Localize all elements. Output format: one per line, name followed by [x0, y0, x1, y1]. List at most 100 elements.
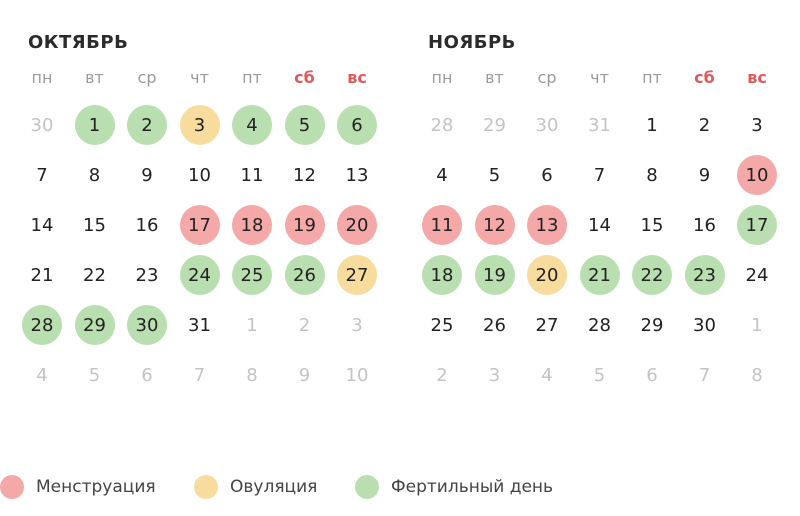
- weekday-label: сб: [294, 68, 315, 87]
- calendar-day[interactable]: 2: [698, 114, 711, 136]
- calendar-day[interactable]: 8: [88, 164, 101, 186]
- calendar-day[interactable]: 23: [135, 264, 159, 286]
- calendar-day-other-month[interactable]: 6: [141, 364, 153, 386]
- calendar-day[interactable]: 16: [693, 214, 716, 236]
- legend-label: Овуляция: [230, 477, 318, 497]
- calendar-day[interactable]: 24: [179, 255, 220, 295]
- legend-item-ovulation: Овуляция: [194, 475, 317, 499]
- calendar-day[interactable]: 7: [593, 164, 606, 186]
- calendar-day-other-month[interactable]: 5: [88, 364, 101, 386]
- calendar-day[interactable]: 6: [337, 105, 377, 145]
- calendar-day-other-month[interactable]: 3: [351, 314, 363, 336]
- calendar-day[interactable]: 26: [284, 255, 325, 295]
- calendar-day[interactable]: 6: [541, 164, 553, 186]
- calendar-day[interactable]: 21: [579, 255, 620, 295]
- calendar-day-other-month[interactable]: 7: [698, 364, 711, 386]
- calendar-day[interactable]: 5: [284, 105, 325, 145]
- weekday-label: пт: [642, 68, 662, 87]
- calendar-day[interactable]: 22: [83, 264, 106, 286]
- calendar-day[interactable]: 2: [127, 105, 167, 145]
- calendar-day[interactable]: 5: [488, 164, 501, 186]
- calendar-day-other-month[interactable]: 28: [430, 114, 454, 136]
- calendar-day[interactable]: 3: [179, 105, 220, 145]
- ovulation-dot-icon: [194, 475, 218, 499]
- calendar-day-other-month[interactable]: 29: [483, 114, 506, 136]
- calendar-day[interactable]: 30: [693, 314, 716, 336]
- calendar-day[interactable]: 1: [646, 114, 658, 136]
- calendar-day[interactable]: 19: [284, 205, 325, 245]
- calendar-day[interactable]: 1: [74, 105, 115, 145]
- calendar-day[interactable]: 8: [646, 164, 658, 186]
- calendar-day-other-month[interactable]: 4: [36, 364, 48, 386]
- calendar-day-other-month[interactable]: 5: [593, 364, 606, 386]
- calendar-day[interactable]: 4: [232, 105, 272, 145]
- calendar-day[interactable]: 13: [345, 164, 369, 186]
- calendar-day-other-month[interactable]: 2: [436, 364, 448, 386]
- calendar-day[interactable]: 18: [232, 205, 272, 245]
- calendar-day[interactable]: 9: [698, 164, 711, 186]
- calendar-day-other-month[interactable]: 30: [30, 114, 54, 136]
- calendar-day[interactable]: 22: [632, 255, 672, 295]
- calendar-day[interactable]: 29: [640, 314, 664, 336]
- fertile-dot-icon: [355, 475, 379, 499]
- calendar-day-other-month[interactable]: 4: [541, 364, 553, 386]
- calendar-day[interactable]: 29: [74, 305, 115, 345]
- calendar-day[interactable]: 24: [745, 264, 769, 286]
- calendar-day[interactable]: 28: [22, 305, 62, 345]
- calendar-day-other-month[interactable]: 7: [193, 364, 206, 386]
- calendar-day[interactable]: 26: [483, 314, 506, 336]
- legend-label: Менструация: [36, 477, 156, 497]
- calendar-day-other-month[interactable]: 3: [488, 364, 501, 386]
- calendar-day[interactable]: 27: [337, 255, 377, 295]
- weekday-label: вс: [747, 68, 767, 87]
- calendar-day[interactable]: 11: [422, 205, 462, 245]
- calendar-day[interactable]: 12: [293, 164, 316, 186]
- calendar-day[interactable]: 14: [588, 214, 611, 236]
- calendar-day[interactable]: 20: [527, 255, 567, 295]
- calendar-day-other-month[interactable]: 1: [751, 314, 763, 336]
- calendar-day-other-month[interactable]: 1: [246, 314, 258, 336]
- calendar-day[interactable]: 12: [474, 205, 515, 245]
- legend-item-fertile: Фертильный день: [355, 475, 553, 499]
- calendar-day[interactable]: 21: [30, 264, 54, 286]
- calendar-day[interactable]: 28: [588, 314, 611, 336]
- calendar-day-other-month[interactable]: 9: [298, 364, 311, 386]
- calendar-day-other-month[interactable]: 8: [751, 364, 763, 386]
- calendar-day[interactable]: 31: [188, 314, 211, 336]
- calendar-day[interactable]: 10: [188, 164, 211, 186]
- calendar-day[interactable]: 17: [179, 205, 220, 245]
- calendar-day[interactable]: 18: [422, 255, 462, 295]
- calendar-day-other-month[interactable]: 2: [298, 314, 311, 336]
- calendar-day[interactable]: 25: [430, 314, 454, 336]
- calendar-day[interactable]: 30: [127, 305, 167, 345]
- calendar-day[interactable]: 3: [751, 114, 763, 136]
- calendar-day[interactable]: 11: [240, 164, 264, 186]
- calendar-day[interactable]: 14: [30, 214, 54, 236]
- calendar-day-other-month[interactable]: 31: [588, 114, 611, 136]
- calendar-day[interactable]: 27: [535, 314, 559, 336]
- calendar-day[interactable]: 10: [737, 155, 777, 195]
- weekday-label: вс: [347, 68, 367, 87]
- calendar-day[interactable]: 15: [640, 214, 664, 236]
- calendar-day-other-month[interactable]: 30: [535, 114, 559, 136]
- calendar-day[interactable]: 19: [474, 255, 515, 295]
- calendar-day[interactable]: 15: [83, 214, 106, 236]
- calendar-day[interactable]: 13: [527, 205, 567, 245]
- weekday-label: пн: [431, 68, 453, 87]
- calendar-day[interactable]: 23: [684, 255, 725, 295]
- calendar-day[interactable]: 17: [737, 205, 777, 245]
- calendar-day[interactable]: 20: [337, 205, 377, 245]
- calendar-day-other-month[interactable]: 8: [246, 364, 258, 386]
- legend: Менструация Овуляция Фертильный день: [0, 470, 800, 504]
- weekday-label: ср: [537, 68, 557, 87]
- calendar-day[interactable]: 9: [141, 164, 153, 186]
- calendar-day[interactable]: 25: [232, 255, 272, 295]
- legend-label: Фертильный день: [391, 477, 554, 497]
- calendar-day[interactable]: 16: [135, 214, 159, 236]
- calendar-day[interactable]: 7: [36, 164, 48, 186]
- calendar-day-other-month[interactable]: 10: [345, 364, 369, 386]
- weekday-label: вт: [85, 68, 104, 87]
- weekday-label: пт: [242, 68, 262, 87]
- calendar-day[interactable]: 4: [436, 164, 448, 186]
- calendar-day-other-month[interactable]: 6: [646, 364, 658, 386]
